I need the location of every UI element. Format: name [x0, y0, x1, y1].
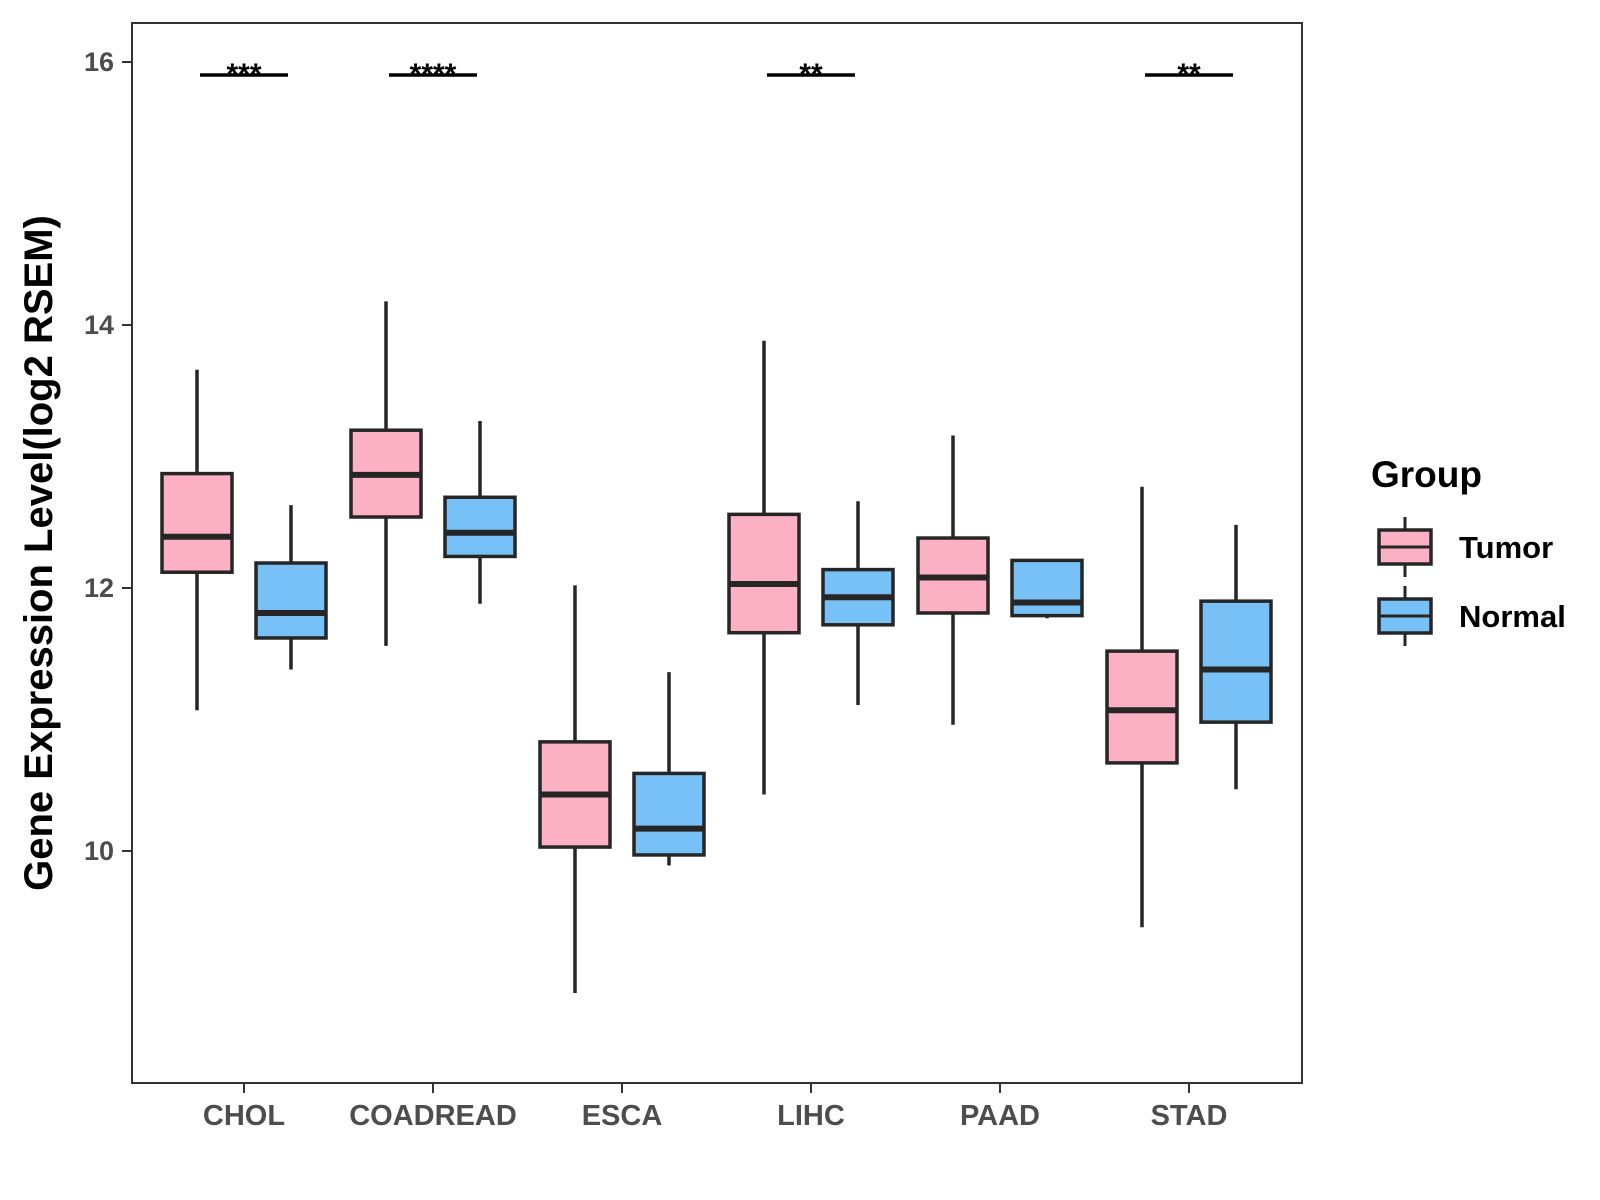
x-tick-label-chol: CHOL [203, 1100, 285, 1132]
box-tumor-esca [538, 585, 612, 994]
y-axis-title: Gene Expression Level(log2 RSEM) [17, 215, 61, 891]
box-iqr [1010, 558, 1084, 618]
box-normal-paad [1010, 558, 1084, 619]
x-tick-label-paad: PAAD [960, 1100, 1040, 1132]
significance-coadread: **** [389, 58, 477, 91]
y-tick-label: 12 [84, 573, 114, 603]
y-axis: 10 12 14 16 [84, 47, 132, 866]
box-normal-chol [254, 505, 328, 670]
box-normal-stad [1199, 524, 1273, 790]
box-tumor-stad [1105, 486, 1179, 928]
legend-label: Normal [1459, 599, 1566, 634]
box-iqr [160, 471, 234, 574]
plot-panel [131, 22, 1303, 1084]
significance-stars: ** [1177, 58, 1201, 91]
box-normal-esca [632, 672, 706, 866]
box-iqr [632, 771, 706, 857]
significance-stad: ** [1145, 58, 1233, 91]
y-tick-label: 10 [84, 836, 114, 866]
box-iqr [1199, 599, 1273, 724]
significance-lihc: ** [767, 58, 855, 91]
box-tumor-paad [916, 435, 990, 725]
box-tumor-lihc [727, 340, 801, 795]
box-iqr [443, 495, 517, 559]
significance-layer: *** **** ** ** [200, 58, 1233, 91]
box-iqr [1105, 649, 1179, 765]
box-normal-lihc [821, 501, 895, 706]
box-layer [160, 301, 1273, 994]
x-tick-label-coadread: COADREAD [349, 1100, 517, 1132]
box-iqr [254, 561, 328, 640]
box-tumor-coadread [349, 301, 423, 646]
box-iqr [727, 512, 801, 635]
x-tick-label-esca: ESCA [582, 1100, 663, 1132]
significance-stars: ** [799, 58, 823, 91]
legend-item-normal: Normal [1377, 586, 1566, 646]
y-tick-label: 14 [84, 310, 114, 340]
box-tumor-chol [160, 369, 234, 711]
legend-item-tumor: Tumor [1377, 517, 1553, 577]
y-tick-label: 16 [84, 47, 114, 77]
legend: Group Tumor Normal [1371, 454, 1566, 646]
significance-chol: *** [200, 58, 288, 91]
significance-stars: **** [410, 58, 457, 91]
legend-label: Tumor [1459, 530, 1553, 565]
legend-title: Group [1371, 454, 1482, 495]
x-tick-label-stad: STAD [1151, 1100, 1228, 1132]
significance-stars: *** [226, 58, 261, 91]
x-tick-label-lihc: LIHC [777, 1100, 845, 1132]
box-normal-coadread [443, 420, 517, 604]
x-axis: CHOL COADREAD ESCA LIHC PAAD STAD [203, 1083, 1227, 1132]
